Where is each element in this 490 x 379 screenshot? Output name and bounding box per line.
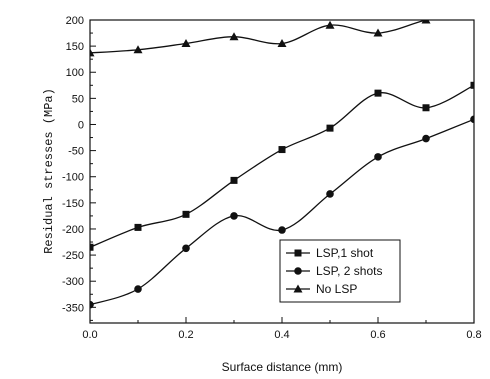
- legend-label: LSP, 2 shots: [316, 264, 383, 278]
- x-tick-label: 0.8: [466, 329, 481, 341]
- legend-marker-triangle: [293, 284, 303, 293]
- legend: LSP,1 shot LSP, 2 shots No LSP: [279, 239, 401, 303]
- data-point-square: [230, 176, 238, 184]
- data-point-square: [134, 223, 142, 231]
- data-point-circle: [422, 134, 430, 143]
- axes-layer: 0.0 0.2 0.4 0.6 0.8 200 150 100 50 0 -50 -100 -150 -2…: [62, 15, 482, 341]
- x-tick-label: 0.0: [82, 329, 97, 341]
- y-tick-label: 150: [66, 41, 84, 53]
- data-point-triangle: [133, 45, 143, 54]
- data-point-circle: [182, 244, 190, 253]
- y-tick-label: -250: [62, 250, 84, 262]
- data-point-circle: [470, 115, 474, 124]
- data-point-square: [470, 81, 474, 89]
- data-point-circle: [230, 212, 238, 220]
- y-tick-label: -300: [62, 276, 84, 288]
- data-point-square: [422, 104, 430, 112]
- data-point-circle: [134, 285, 142, 293]
- legend-marker-square: [294, 249, 302, 257]
- x-axis-title: Surface distance (mm): [222, 360, 343, 374]
- y-tick-label: -350: [62, 302, 84, 314]
- data-point-triangle: [277, 39, 287, 48]
- data-point-triangle: [90, 48, 95, 57]
- data-point-triangle: [229, 32, 239, 41]
- data-point-triangle: [470, 5, 479, 13]
- data-point-triangle: [421, 20, 431, 24]
- data-point-triangle: [373, 28, 383, 37]
- series-layer: [90, 5, 479, 309]
- y-tick-label: 0: [78, 119, 84, 131]
- y-tick-label: -200: [62, 224, 84, 236]
- data-point-square: [182, 210, 190, 218]
- data-point-square: [374, 89, 382, 97]
- y-tick-label: -150: [62, 198, 84, 210]
- data-point-circle: [90, 300, 94, 309]
- data-point-circle: [374, 153, 382, 161]
- y-tick-label: 50: [72, 93, 84, 105]
- series-line-square: [90, 84, 474, 248]
- data-point-triangle: [181, 39, 191, 48]
- data-point-square: [90, 243, 94, 251]
- legend-marker-circle: [294, 267, 302, 275]
- y-tick-label: 100: [66, 67, 84, 79]
- x-tick-label: 0.6: [370, 329, 385, 341]
- x-tick-label: 0.4: [274, 329, 289, 341]
- y-tick-label: 200: [66, 15, 84, 27]
- data-point-circle: [278, 226, 286, 234]
- data-point-square: [326, 124, 334, 132]
- data-point-triangle: [325, 20, 335, 29]
- y-tick-label: -100: [62, 172, 84, 184]
- legend-label: LSP,1 shot: [316, 246, 374, 260]
- y-tick-label: -50: [68, 146, 84, 158]
- y-axis-title: Residual stresses (MPa): [42, 88, 56, 254]
- data-point-square: [278, 146, 286, 154]
- x-tick-label: 0.2: [178, 329, 193, 341]
- data-point-circle: [326, 190, 334, 198]
- legend-label: No LSP: [316, 282, 357, 296]
